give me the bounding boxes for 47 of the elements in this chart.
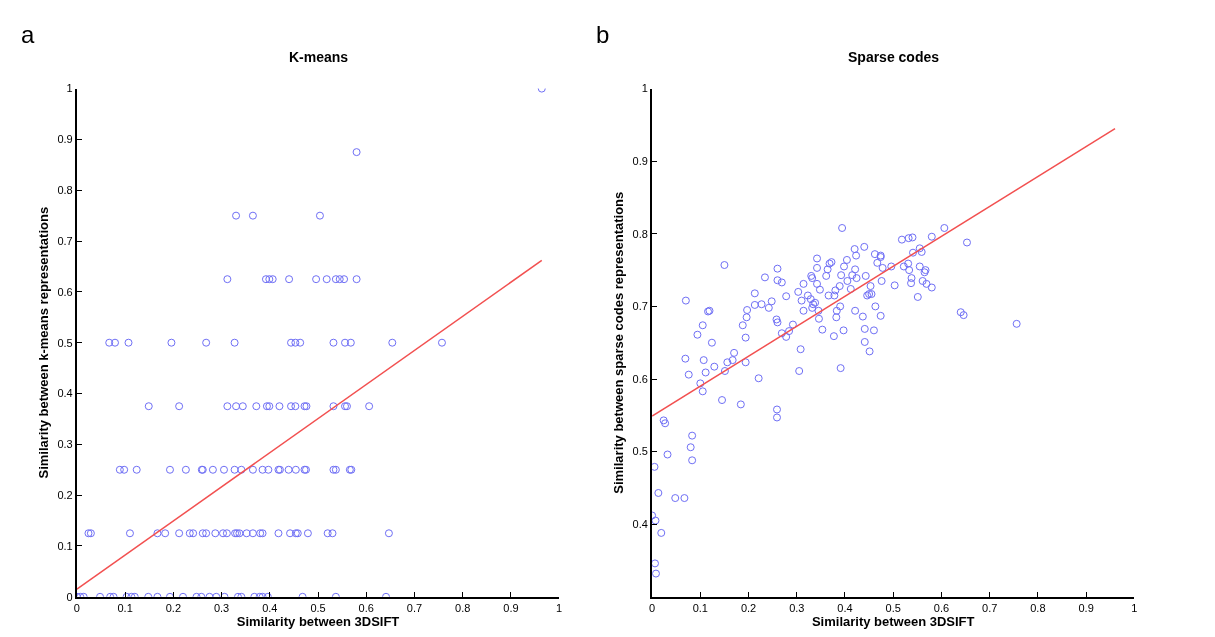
y-axis-title: Similarity between k-means representations	[35, 206, 51, 479]
x-tick-label: 0.3	[213, 602, 230, 614]
y-tick-label: 0.6	[57, 285, 73, 298]
x-tick-label: 0.7	[982, 602, 998, 614]
x-tick-label: 0.6	[358, 602, 374, 614]
x-axis-title: Similarity between 3DSIFT	[236, 614, 400, 629]
x-tick-label: 0.1	[117, 602, 133, 614]
y-tick-label: 0.9	[632, 155, 648, 168]
x-axis-title: Similarity between 3DSIFT	[811, 614, 975, 629]
x-tick-label: 0.1	[692, 602, 708, 614]
y-tick-label: 0.1	[57, 539, 73, 552]
y-axis-title: Similarity between sparse codes representations	[611, 191, 627, 494]
x-tick-label: 0.9	[503, 602, 519, 614]
y-tick-label: 0.8	[632, 227, 648, 240]
text: b	[596, 21, 610, 48]
chart-title: Sparse codes	[848, 49, 940, 65]
x-tick-label: 1	[556, 602, 563, 614]
x-tick-label: 0.5	[885, 602, 901, 614]
y-tick-label: 0.4	[632, 518, 648, 531]
text: a	[21, 21, 35, 48]
x-tick-label: 0.3	[789, 602, 805, 614]
x-tick-label: 0.8	[1030, 602, 1046, 614]
y-tick-label: 0.3	[57, 438, 73, 451]
x-tick-label: 0.2	[740, 602, 757, 614]
y-tick-label: 0.8	[57, 184, 73, 197]
y-tick-label: 0.2	[57, 489, 73, 502]
x-tick-label: 0.9	[1078, 602, 1094, 614]
x-tick-label: 0.2	[165, 602, 182, 614]
y-tick-label: 0	[66, 590, 73, 603]
chart-title: K-means	[289, 49, 349, 65]
x-tick-label: 0.8	[455, 602, 471, 614]
y-tick-label: 0.7	[57, 234, 73, 247]
y-tick-label: 0.9	[57, 133, 73, 146]
y-tick-label: 0.5	[632, 445, 648, 458]
y-tick-label: 1	[66, 82, 73, 95]
x-tick-label: 0.4	[837, 602, 853, 614]
y-tick-label: 0.4	[57, 387, 73, 400]
y-tick-label: 0.6	[632, 372, 648, 385]
x-tick-label: 1	[1131, 602, 1138, 614]
x-tick-label: 0	[649, 602, 656, 614]
x-tick-label: 0.6	[933, 602, 950, 614]
x-tick-label: 0.4	[262, 602, 278, 614]
y-tick-label: 1	[641, 82, 648, 95]
y-tick-label: 0.5	[57, 336, 73, 349]
x-tick-label: 0.5	[310, 602, 326, 614]
x-tick-label: 0.7	[406, 602, 423, 614]
y-tick-label: 0.7	[632, 300, 648, 313]
